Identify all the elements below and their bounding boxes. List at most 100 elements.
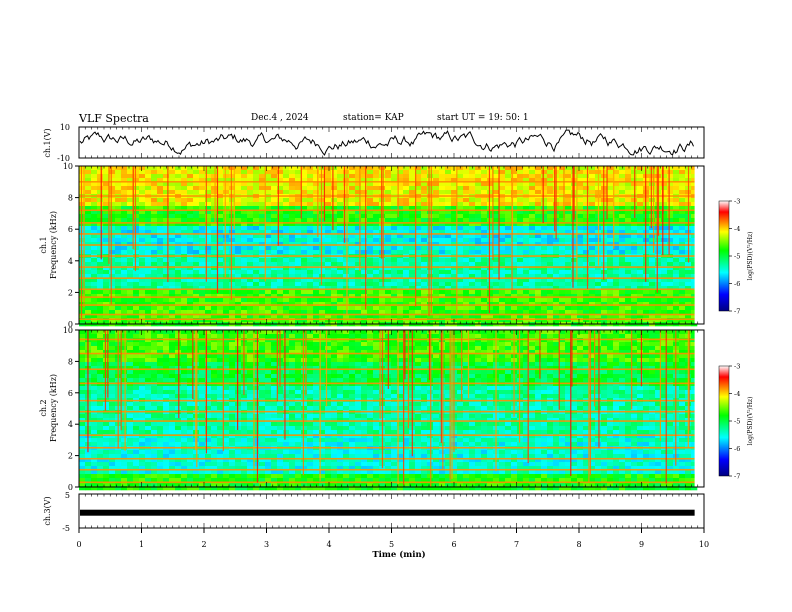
xtick-label: 9 bbox=[639, 540, 644, 549]
sferic-line bbox=[195, 330, 197, 451]
sferic-line bbox=[256, 330, 259, 483]
sferic-line bbox=[302, 330, 304, 476]
band-line bbox=[79, 318, 695, 321]
sferic-line bbox=[387, 330, 389, 389]
ytick-label: 8 bbox=[68, 194, 73, 203]
sferic-line bbox=[687, 330, 689, 448]
xtick-label: 5 bbox=[389, 540, 394, 549]
sferic-line bbox=[253, 330, 255, 470]
xtick-label: 0 bbox=[76, 540, 81, 549]
ytick-label: 2 bbox=[68, 452, 73, 461]
sferic-line bbox=[430, 166, 432, 313]
ch1-spectrogram-panel: ch.1 Frequency (kHz) 0 2 4 6 8 10 bbox=[39, 162, 705, 329]
sferic-line bbox=[407, 330, 409, 429]
sferic-line bbox=[576, 166, 578, 280]
sferic-line bbox=[539, 330, 541, 379]
sferic-line bbox=[325, 330, 328, 407]
band-line bbox=[79, 195, 695, 197]
sferic-line bbox=[451, 330, 453, 480]
sferic-line bbox=[379, 330, 381, 420]
sferic-line bbox=[442, 330, 444, 469]
sferic-line bbox=[397, 330, 399, 485]
sferic-line bbox=[656, 166, 658, 293]
xtick-label: 2 bbox=[201, 540, 206, 549]
sferic-line bbox=[594, 330, 596, 407]
band-line bbox=[79, 233, 695, 235]
colorbar-tick-label: -4 bbox=[734, 225, 740, 233]
sferic-line bbox=[264, 166, 266, 282]
band-line bbox=[79, 446, 695, 449]
band-line bbox=[79, 468, 695, 471]
sferic-line bbox=[323, 166, 326, 222]
xtick-label: 3 bbox=[264, 540, 269, 549]
sferic-line bbox=[222, 330, 224, 452]
sferic-line bbox=[527, 330, 529, 464]
colorbar-ch2-label: log(PSD)(V²/Hz) bbox=[747, 397, 754, 446]
sferic-line bbox=[233, 166, 235, 230]
sferic-line bbox=[588, 330, 590, 483]
band-line bbox=[79, 352, 695, 355]
sferic-line bbox=[589, 330, 592, 476]
sferic-line bbox=[284, 330, 286, 440]
sferic-line bbox=[572, 166, 574, 288]
xtick-label: 6 bbox=[451, 540, 456, 549]
sferic-line bbox=[645, 166, 647, 282]
sferic-line bbox=[100, 166, 102, 260]
ytick-label: 10 bbox=[63, 326, 73, 335]
sferic-line bbox=[216, 166, 219, 294]
ch1-waveform-panel: ch.1(V) 10 -10 bbox=[43, 123, 705, 163]
sferic-line bbox=[570, 330, 572, 477]
sferic-line bbox=[492, 166, 494, 261]
ch3-waveform-panel: ch.3(V) 5 -5 bbox=[43, 491, 705, 533]
sferic-line bbox=[317, 166, 319, 238]
band-line bbox=[79, 277, 695, 279]
sferic-line bbox=[555, 166, 557, 240]
sferic-line bbox=[631, 330, 633, 410]
sferic-line bbox=[467, 330, 470, 399]
sferic-line bbox=[668, 166, 670, 255]
sferic-line bbox=[558, 330, 560, 410]
colorbar-tick-label: -7 bbox=[734, 308, 740, 316]
sferic-line bbox=[495, 330, 497, 472]
colorbar-tick-label: -5 bbox=[734, 253, 740, 261]
ytick-label: 4 bbox=[68, 257, 73, 266]
sferic-line bbox=[488, 166, 491, 314]
ch1-wave-ytick-top: 10 bbox=[60, 123, 70, 132]
ch1-spec-yticks: 0 2 4 6 8 10 bbox=[63, 162, 79, 329]
ytick-label: 8 bbox=[68, 357, 73, 366]
sferic-line bbox=[134, 166, 137, 272]
sferic-line bbox=[382, 166, 384, 287]
band-line bbox=[79, 481, 695, 484]
ch3-waveform-band bbox=[80, 509, 695, 516]
colorbar-tick-label: -7 bbox=[734, 473, 740, 481]
sferic-line bbox=[332, 166, 334, 231]
sferic-line bbox=[167, 166, 169, 283]
colorbar-ch1-ticks: -3 -4 -5 -6 -7 bbox=[729, 198, 740, 316]
sferic-line bbox=[653, 166, 655, 253]
ytick-label: 2 bbox=[68, 288, 73, 297]
colorbar-ch1-gradient bbox=[718, 200, 730, 312]
chart-title: VLF Spectra bbox=[79, 112, 149, 125]
ch1-spec-ylabel-freq: Frequency (kHz) bbox=[49, 211, 58, 279]
ch3-wave-ylabel: ch.3(V) bbox=[43, 496, 52, 525]
colorbar-ch1: -3 -4 -5 -6 -7 log(PSD)(V²/Hz) bbox=[718, 198, 754, 316]
sferic-line bbox=[214, 166, 216, 223]
band-line bbox=[79, 382, 695, 385]
sferic-line bbox=[343, 166, 346, 243]
sferic-line bbox=[230, 166, 232, 301]
xtick-label: 7 bbox=[514, 540, 519, 549]
sferic-line bbox=[461, 330, 463, 402]
sferic-line bbox=[597, 166, 600, 266]
sferic-line bbox=[428, 330, 431, 380]
colorbar-ch2-gradient bbox=[718, 365, 730, 477]
sferic-line bbox=[192, 330, 194, 399]
colorbar-tick-label: -4 bbox=[734, 390, 740, 398]
sferic-line bbox=[404, 330, 406, 380]
colorbar-tick-label: -3 bbox=[734, 363, 740, 371]
sferic-line bbox=[603, 166, 605, 280]
sferic-line bbox=[124, 330, 126, 451]
band-line bbox=[79, 410, 695, 413]
band-line bbox=[79, 313, 695, 316]
sferic-line bbox=[415, 166, 417, 307]
sferic-line bbox=[453, 330, 455, 453]
